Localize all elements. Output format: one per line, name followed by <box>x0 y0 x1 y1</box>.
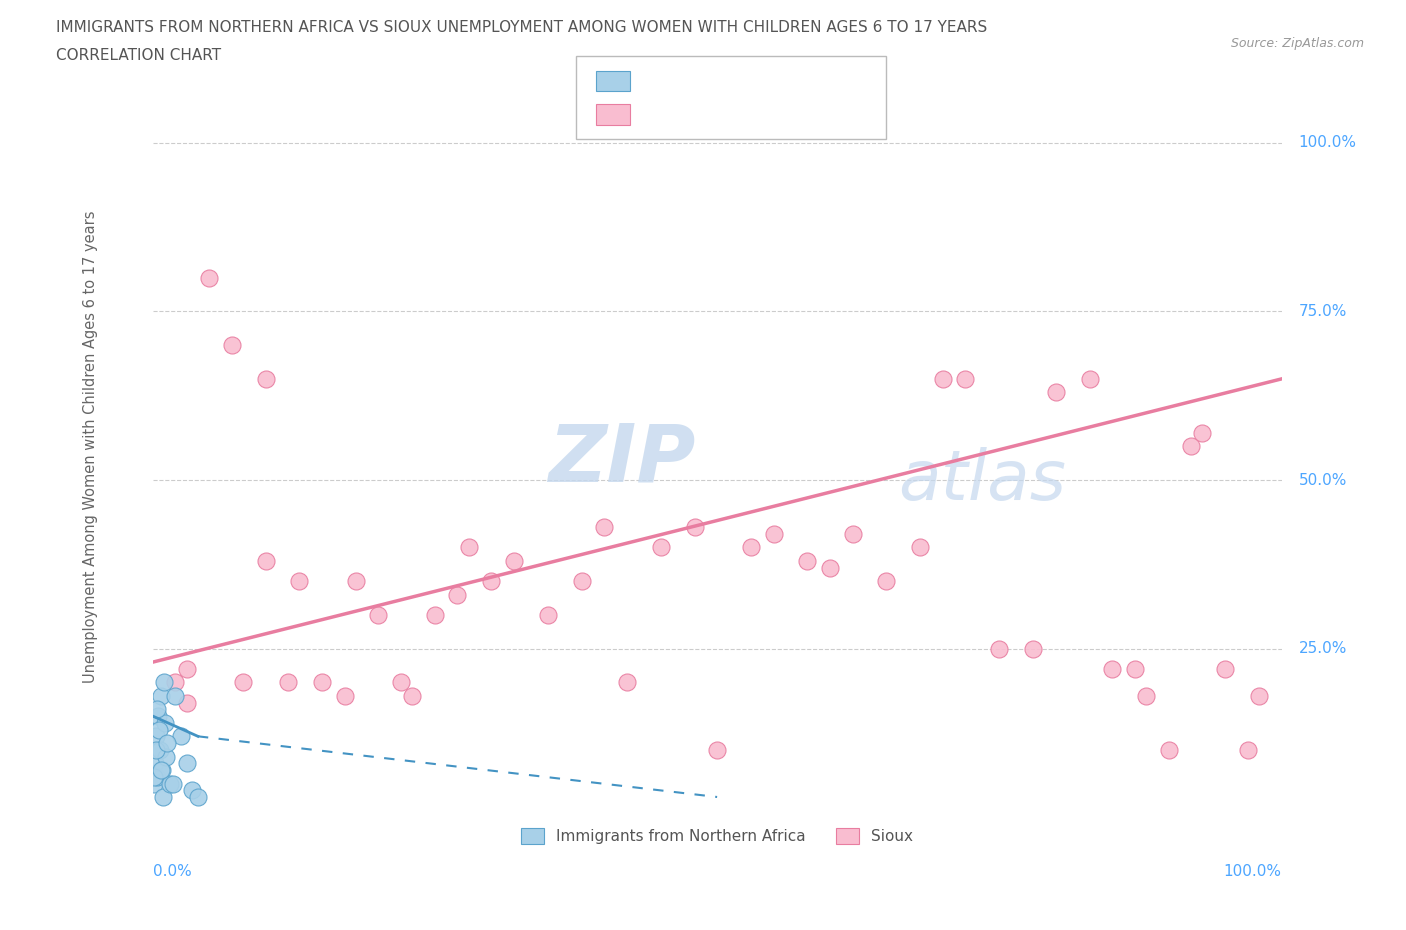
Point <box>150 763 173 777</box>
Point <box>875 574 897 589</box>
Text: -0.144: -0.144 <box>679 72 738 90</box>
Point <box>910 540 932 555</box>
Point <box>145 702 167 717</box>
Point <box>571 574 593 589</box>
Point <box>165 675 187 690</box>
Point <box>145 729 167 744</box>
Point <box>198 271 221 286</box>
Point <box>988 641 1011 656</box>
Point <box>1135 688 1157 703</box>
Point <box>1157 742 1180 757</box>
Point <box>148 709 170 724</box>
Point <box>740 540 762 555</box>
Text: R =: R = <box>637 105 673 124</box>
Point <box>446 587 468 602</box>
Point <box>150 763 173 777</box>
Text: 75.0%: 75.0% <box>1298 304 1347 319</box>
Text: R =: R = <box>637 72 673 90</box>
Text: Source: ZipAtlas.com: Source: ZipAtlas.com <box>1230 37 1364 50</box>
Text: ZIP: ZIP <box>548 421 695 498</box>
Point <box>841 526 863 541</box>
Point <box>288 574 311 589</box>
Text: 25: 25 <box>803 72 825 90</box>
Point <box>254 553 277 568</box>
Point <box>1236 742 1258 757</box>
Point <box>616 675 638 690</box>
Point <box>181 783 204 798</box>
Point <box>153 675 176 690</box>
Point <box>1022 641 1045 656</box>
Text: atlas: atlas <box>897 446 1066 513</box>
Text: CORRELATION CHART: CORRELATION CHART <box>56 48 221 63</box>
Text: 100.0%: 100.0% <box>1298 136 1357 151</box>
Point <box>143 756 166 771</box>
Point <box>149 688 172 703</box>
Point <box>153 715 176 730</box>
Point <box>367 607 389 622</box>
Point <box>1180 439 1202 454</box>
Point <box>650 540 672 555</box>
Point <box>818 560 841 575</box>
Legend: Immigrants from Northern Africa, Sioux: Immigrants from Northern Africa, Sioux <box>515 822 920 850</box>
Point <box>457 540 479 555</box>
Point <box>142 776 165 790</box>
Point <box>503 553 526 568</box>
Point <box>333 688 356 703</box>
Text: 50: 50 <box>803 105 825 124</box>
Text: N =: N = <box>747 105 794 124</box>
Text: Unemployment Among Women with Children Ages 6 to 17 years: Unemployment Among Women with Children A… <box>83 210 98 683</box>
Point <box>762 526 785 541</box>
Point <box>187 790 209 804</box>
Point <box>254 371 277 386</box>
Text: 100.0%: 100.0% <box>1223 864 1281 880</box>
Point <box>1213 661 1236 676</box>
Point <box>932 371 955 386</box>
Point <box>311 675 333 690</box>
Point <box>1247 688 1270 703</box>
Point <box>593 520 616 535</box>
Point <box>344 574 367 589</box>
Point <box>176 661 198 676</box>
Point <box>277 675 299 690</box>
Point <box>537 607 560 622</box>
Point <box>176 756 198 771</box>
Point <box>1078 371 1101 386</box>
Point <box>706 742 728 757</box>
Point <box>1123 661 1146 676</box>
Point <box>1191 425 1213 440</box>
Point <box>165 688 187 703</box>
Text: 25.0%: 25.0% <box>1298 641 1347 657</box>
Point <box>143 769 166 784</box>
Point <box>176 695 198 710</box>
Point <box>1045 385 1067 400</box>
Point <box>152 790 174 804</box>
Text: 0.426: 0.426 <box>679 105 738 124</box>
Point <box>796 553 818 568</box>
Point <box>232 675 254 690</box>
Point <box>162 776 184 790</box>
Point <box>479 574 502 589</box>
Text: N =: N = <box>747 72 794 90</box>
Point <box>146 769 169 784</box>
Point <box>389 675 412 690</box>
Text: 0.0%: 0.0% <box>153 864 191 880</box>
Point <box>423 607 446 622</box>
Point <box>1101 661 1123 676</box>
Point <box>170 729 193 744</box>
Point <box>155 749 177 764</box>
Point <box>955 371 977 386</box>
Point <box>159 776 181 790</box>
Text: IMMIGRANTS FROM NORTHERN AFRICA VS SIOUX UNEMPLOYMENT AMONG WOMEN WITH CHILDREN : IMMIGRANTS FROM NORTHERN AFRICA VS SIOUX… <box>56 20 987 35</box>
Point <box>145 742 167 757</box>
Point <box>148 742 170 757</box>
Text: 50.0%: 50.0% <box>1298 472 1347 487</box>
Point <box>221 338 243 352</box>
Point <box>401 688 423 703</box>
Point <box>683 520 706 535</box>
Point <box>156 736 179 751</box>
Point <box>148 722 170 737</box>
